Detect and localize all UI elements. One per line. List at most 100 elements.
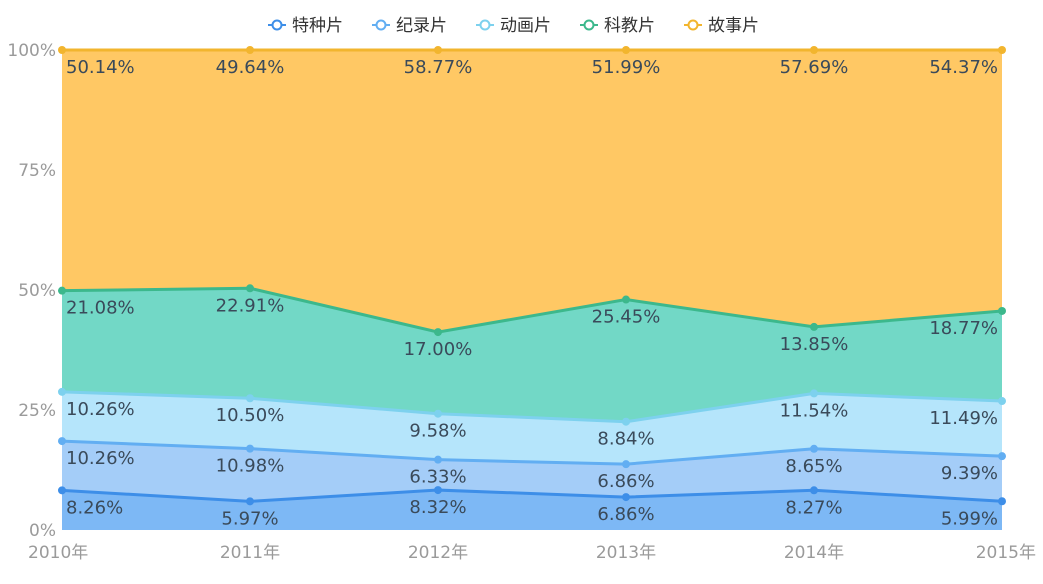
data-label-series-2: 9.58% (409, 421, 466, 442)
y-tick-label: 50% (18, 281, 56, 301)
area-series-3 (62, 288, 1002, 422)
data-label-series-3: 18.77% (929, 318, 998, 339)
point-series-2-4[interactable] (810, 389, 818, 398)
point-series-0-5[interactable] (998, 497, 1006, 506)
data-label-series-0: 8.32% (409, 497, 466, 518)
point-series-3-0[interactable] (58, 286, 66, 295)
point-series-1-3[interactable] (622, 460, 630, 469)
point-series-3-2[interactable] (434, 328, 442, 337)
area-series-0 (62, 490, 1002, 530)
legend-item-series-4[interactable]: 故事片 (684, 16, 759, 36)
legend[interactable]: 特种片 纪录片 动画片 科教片 故事片 (268, 16, 759, 36)
data-label-series-2: 10.50% (216, 405, 285, 426)
line-series-1 (61, 439, 1003, 466)
data-label-series-2: 8.84% (597, 429, 654, 450)
point-series-4-2[interactable] (434, 46, 442, 54)
line-series-2 (61, 390, 1003, 424)
line-series-3 (61, 286, 1003, 334)
point-series-2-5[interactable] (998, 397, 1006, 406)
legend-label: 特种片 (292, 16, 343, 36)
point-series-1-1[interactable] (246, 444, 254, 453)
point-series-2-3[interactable] (622, 417, 630, 426)
data-label-series-2: 11.54% (780, 400, 849, 421)
series-lines (61, 48, 1003, 503)
legend-marker-icon (479, 19, 491, 31)
point-series-2-1[interactable] (246, 394, 254, 403)
data-label-series-2: 11.49% (929, 408, 998, 429)
point-series-0-2[interactable] (434, 486, 442, 495)
y-axis: 0% 25% 50% 75% 100% (7, 41, 56, 541)
point-series-3-1[interactable] (246, 284, 254, 293)
x-axis: 2010年 2011年 2012年 2013年 2014年 2015年 (28, 543, 1036, 563)
legend-item-series-3[interactable]: 科教片 (580, 16, 655, 36)
y-tick-label: 25% (18, 401, 56, 421)
point-series-4-3[interactable] (622, 46, 630, 54)
data-label-series-1: 6.33% (409, 467, 466, 488)
x-tick-label: 2013年 (596, 543, 656, 563)
x-tick-label: 2010年 (28, 543, 88, 563)
point-series-3-5[interactable] (998, 306, 1006, 315)
data-label-series-3: 22.91% (216, 295, 285, 316)
point-series-0-4[interactable] (810, 486, 818, 495)
data-label-series-1: 10.26% (66, 448, 135, 469)
data-label-series-1: 10.98% (216, 456, 285, 477)
point-series-4-1[interactable] (246, 46, 254, 54)
data-label-series-4: 58.77% (404, 57, 473, 78)
data-label-series-4: 50.14% (66, 57, 135, 78)
point-series-4-5[interactable] (998, 46, 1006, 54)
legend-label: 科教片 (604, 16, 655, 36)
point-series-1-5[interactable] (998, 452, 1006, 461)
legend-item-series-0[interactable]: 特种片 (268, 16, 343, 36)
line-series-0 (61, 488, 1003, 503)
legend-label: 动画片 (500, 16, 551, 36)
data-label-series-0: 8.26% (66, 497, 123, 518)
legend-marker-icon (583, 19, 595, 31)
data-label-series-3: 25.45% (592, 307, 661, 328)
legend-marker-icon (375, 19, 387, 31)
x-tick-label: 2012年 (408, 543, 468, 563)
area-series-2 (62, 391, 1002, 465)
data-label-series-0: 6.86% (597, 504, 654, 525)
data-label-series-3: 13.85% (780, 334, 849, 355)
point-series-4-0[interactable] (58, 46, 66, 54)
y-tick-label: 75% (18, 161, 56, 181)
legend-item-series-2[interactable]: 动画片 (476, 16, 551, 36)
point-series-2-0[interactable] (58, 387, 66, 396)
point-series-1-0[interactable] (58, 437, 66, 446)
point-series-0-1[interactable] (246, 497, 254, 506)
data-label-series-2: 10.26% (66, 399, 135, 420)
point-series-2-2[interactable] (434, 409, 442, 418)
point-series-0-0[interactable] (58, 486, 66, 495)
series-points (58, 46, 1006, 506)
series-areas (62, 50, 1002, 530)
data-label-series-1: 8.65% (785, 456, 842, 477)
data-label-series-4: 49.64% (216, 57, 285, 78)
data-label-series-4: 57.69% (780, 57, 849, 78)
x-tick-label: 2014年 (784, 543, 844, 563)
data-label-series-4: 54.37% (929, 57, 998, 78)
point-series-1-2[interactable] (434, 455, 442, 464)
point-series-3-3[interactable] (622, 295, 630, 304)
area-series-1 (62, 441, 1002, 502)
data-label-series-3: 17.00% (404, 339, 473, 360)
data-labels: 8.26% 5.97% 8.32% 6.86% 8.27% 5.99% 10.26% 10.9… (66, 57, 998, 529)
point-series-1-4[interactable] (810, 444, 818, 453)
legend-label: 纪录片 (396, 16, 447, 36)
data-label-series-0: 5.99% (941, 508, 998, 529)
y-tick-label: 100% (7, 41, 56, 61)
y-tick-label: 0% (29, 521, 56, 541)
legend-label: 故事片 (708, 16, 759, 36)
legend-item-series-1[interactable]: 纪录片 (372, 16, 447, 36)
point-series-4-4[interactable] (810, 46, 818, 54)
data-label-series-0: 8.27% (785, 497, 842, 518)
data-label-series-0: 5.97% (221, 508, 278, 529)
point-series-3-4[interactable] (810, 322, 818, 331)
point-series-0-3[interactable] (622, 493, 630, 502)
legend-marker-icon (271, 19, 283, 31)
data-label-series-1: 6.86% (597, 471, 654, 492)
x-tick-label: 2015年 (976, 543, 1036, 563)
data-label-series-4: 51.99% (592, 57, 661, 78)
data-label-series-3: 21.08% (66, 298, 135, 319)
